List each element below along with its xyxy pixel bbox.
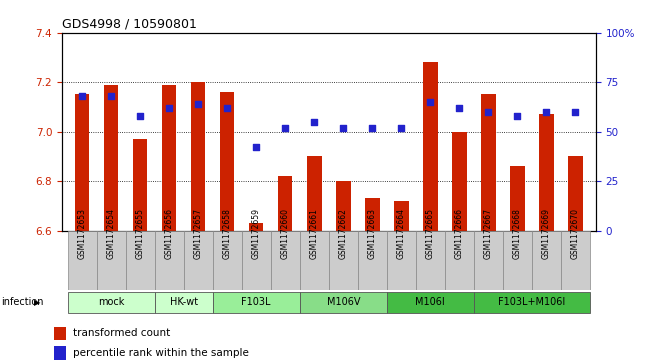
Bar bbox=[358, 231, 387, 290]
Bar bbox=[387, 291, 474, 313]
Point bbox=[512, 113, 523, 119]
Bar bbox=[452, 132, 467, 231]
Point bbox=[541, 109, 551, 115]
Bar bbox=[126, 231, 155, 290]
Bar bbox=[423, 62, 437, 231]
Bar bbox=[213, 291, 299, 313]
Bar bbox=[474, 231, 503, 290]
Point bbox=[454, 105, 465, 111]
Text: GSM1172664: GSM1172664 bbox=[397, 208, 406, 259]
Bar bbox=[162, 85, 176, 231]
Text: GSM1172662: GSM1172662 bbox=[339, 208, 348, 259]
Bar bbox=[184, 231, 213, 290]
Bar bbox=[510, 166, 525, 231]
Point bbox=[106, 93, 117, 99]
Bar bbox=[539, 114, 553, 231]
Point bbox=[193, 101, 203, 107]
Text: ▶: ▶ bbox=[34, 298, 40, 307]
Text: GSM1172654: GSM1172654 bbox=[107, 208, 116, 259]
Bar bbox=[394, 201, 409, 231]
Point bbox=[367, 125, 378, 131]
Text: mock: mock bbox=[98, 297, 124, 307]
Bar bbox=[271, 231, 299, 290]
Point bbox=[483, 109, 493, 115]
Point bbox=[338, 125, 348, 131]
Text: GSM1172667: GSM1172667 bbox=[484, 208, 493, 259]
Text: GSM1172656: GSM1172656 bbox=[165, 208, 174, 259]
Bar bbox=[568, 156, 583, 231]
Bar bbox=[503, 231, 532, 290]
Bar bbox=[75, 94, 89, 231]
Bar bbox=[133, 139, 147, 231]
Point bbox=[396, 125, 406, 131]
Text: GSM1172655: GSM1172655 bbox=[135, 208, 145, 259]
Text: GSM1172659: GSM1172659 bbox=[252, 208, 260, 259]
Bar bbox=[96, 231, 126, 290]
Point bbox=[164, 105, 174, 111]
Text: GSM1172670: GSM1172670 bbox=[571, 208, 580, 259]
Text: percentile rank within the sample: percentile rank within the sample bbox=[74, 348, 249, 358]
Text: GSM1172653: GSM1172653 bbox=[77, 208, 87, 259]
Bar bbox=[104, 85, 118, 231]
Bar bbox=[481, 94, 495, 231]
Bar bbox=[68, 231, 96, 290]
Bar bbox=[191, 82, 206, 231]
Point bbox=[570, 109, 581, 115]
Bar bbox=[54, 327, 66, 340]
Text: GSM1172666: GSM1172666 bbox=[455, 208, 464, 259]
Bar bbox=[307, 156, 322, 231]
Text: GSM1172661: GSM1172661 bbox=[310, 208, 319, 259]
Text: GSM1172660: GSM1172660 bbox=[281, 208, 290, 259]
Text: GSM1172668: GSM1172668 bbox=[513, 208, 522, 259]
Bar bbox=[68, 291, 155, 313]
Text: GSM1172665: GSM1172665 bbox=[426, 208, 435, 259]
Bar bbox=[54, 346, 66, 360]
Text: GSM1172657: GSM1172657 bbox=[194, 208, 202, 259]
Bar bbox=[445, 231, 474, 290]
Text: GDS4998 / 10590801: GDS4998 / 10590801 bbox=[62, 18, 197, 31]
Bar bbox=[329, 231, 358, 290]
Text: GSM1172658: GSM1172658 bbox=[223, 208, 232, 259]
Bar bbox=[387, 231, 416, 290]
Bar bbox=[416, 231, 445, 290]
Bar bbox=[561, 231, 590, 290]
Text: HK-wt: HK-wt bbox=[170, 297, 198, 307]
Bar bbox=[532, 231, 561, 290]
Point bbox=[425, 99, 436, 105]
Bar bbox=[336, 181, 350, 231]
Text: F103L+M106I: F103L+M106I bbox=[498, 297, 566, 307]
Bar bbox=[278, 176, 292, 231]
Bar bbox=[299, 231, 329, 290]
Bar bbox=[242, 231, 271, 290]
Point bbox=[222, 105, 232, 111]
Bar bbox=[249, 223, 264, 231]
Bar bbox=[299, 291, 387, 313]
Text: M106I: M106I bbox=[415, 297, 445, 307]
Point bbox=[251, 144, 262, 150]
Bar bbox=[474, 291, 590, 313]
Bar bbox=[220, 92, 234, 231]
Point bbox=[280, 125, 290, 131]
Text: M106V: M106V bbox=[327, 297, 360, 307]
Bar bbox=[213, 231, 242, 290]
Point bbox=[77, 93, 87, 99]
Bar bbox=[155, 291, 213, 313]
Text: GSM1172669: GSM1172669 bbox=[542, 208, 551, 259]
Text: F103L: F103L bbox=[242, 297, 271, 307]
Text: transformed count: transformed count bbox=[74, 328, 171, 338]
Text: GSM1172663: GSM1172663 bbox=[368, 208, 377, 259]
Bar bbox=[365, 198, 380, 231]
Point bbox=[135, 113, 145, 119]
Point bbox=[309, 119, 320, 125]
Bar bbox=[155, 231, 184, 290]
Text: infection: infection bbox=[1, 297, 44, 307]
